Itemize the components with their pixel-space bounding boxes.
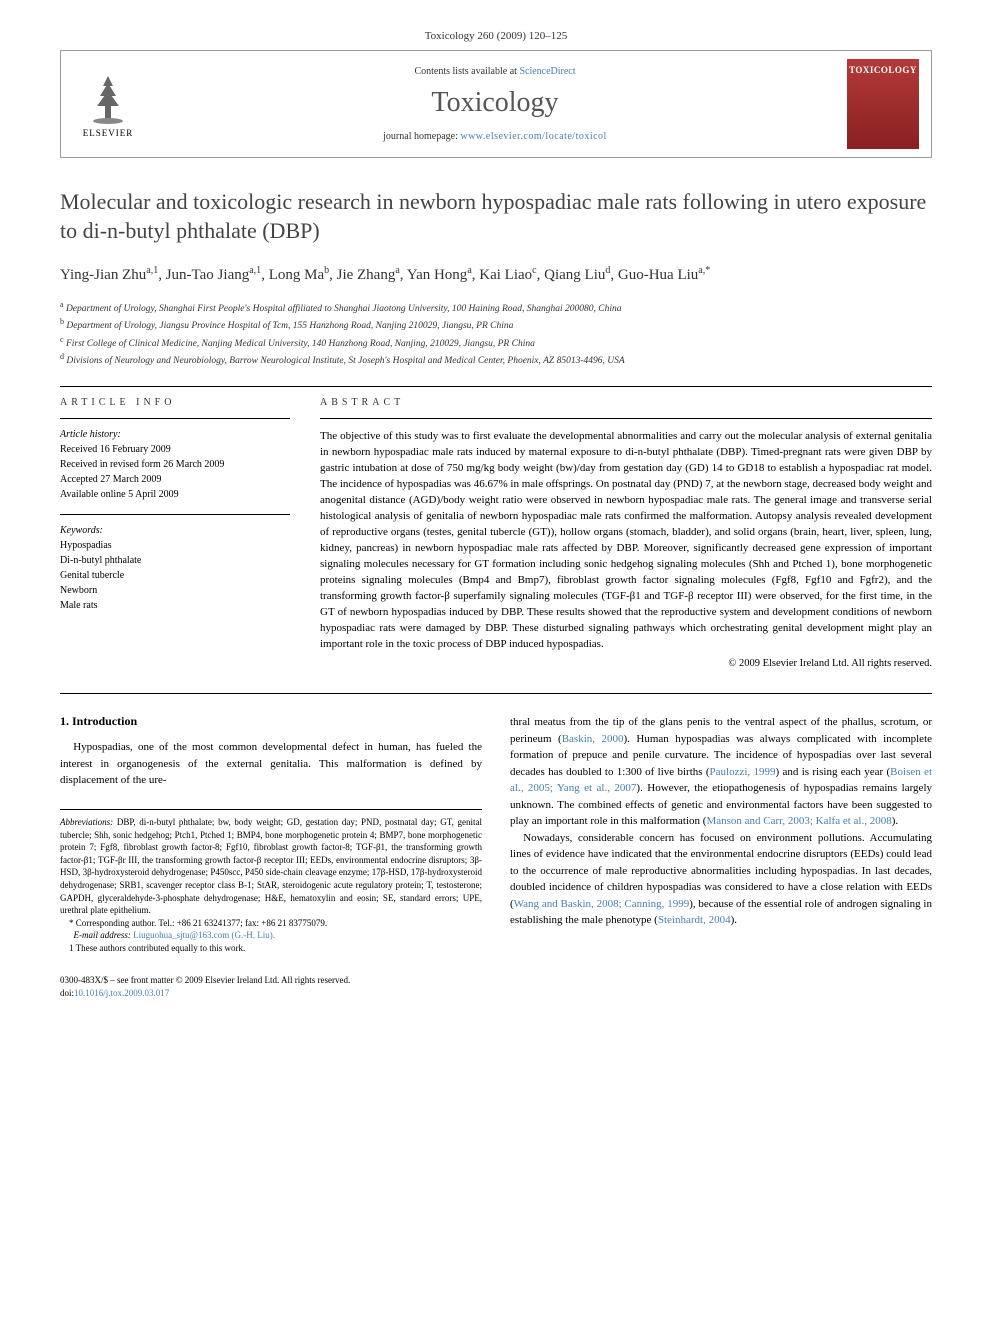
sciencedirect-link[interactable]: ScienceDirect (519, 66, 575, 77)
abbrev-text: DBP, di-n-butyl phthalate; bw, body weig… (60, 817, 482, 915)
equal-contribution: 1 These authors contributed equally to t… (60, 942, 482, 955)
homepage-line: journal homepage: www.elsevier.com/locat… (143, 131, 847, 142)
section-1-heading: 1. Introduction (60, 714, 482, 729)
history-text: Received 16 February 2009Received in rev… (60, 442, 290, 502)
abstract-copyright: © 2009 Elsevier Ireland Ltd. All rights … (320, 658, 932, 669)
doi-pre: doi: (60, 988, 74, 998)
journal-name: Toxicology (143, 87, 847, 119)
keywords-text: HypospadiasDi-n-butyl phthalateGenital t… (60, 538, 290, 613)
right-column: thral meatus from the tip of the glans p… (510, 714, 932, 999)
affiliation-d: d Divisions of Neurology and Neurobiolog… (60, 351, 932, 368)
abstract-text: The objective of this study was to first… (320, 429, 932, 652)
intro-p2-right: Nowadays, considerable concern has focus… (510, 830, 932, 929)
elsevier-label: ELSEVIER (83, 128, 134, 138)
footnote-block: Abbreviations: DBP, di-n-butyl phthalate… (60, 809, 482, 955)
email-link[interactable]: Liuguohua_sjtu@163.com (G.-H. Liu). (131, 930, 275, 940)
homepage-pre: journal homepage: (383, 131, 460, 142)
article-info-heading: article info (60, 397, 290, 408)
front-matter-line: 0300-483X/$ – see front matter © 2009 El… (60, 974, 482, 987)
divider-bottom (60, 693, 932, 694)
body-columns: 1. Introduction Hypospadias, one of the … (60, 714, 932, 999)
left-column: 1. Introduction Hypospadias, one of the … (60, 714, 482, 999)
journal-header-box: ELSEVIER Contents lists available at Sci… (60, 50, 932, 158)
contents-available-line: Contents lists available at ScienceDirec… (143, 66, 847, 77)
abstract-heading: abstract (320, 397, 932, 408)
divider-top (60, 386, 932, 387)
affiliation-a: a Department of Urology, Shanghai First … (60, 299, 932, 316)
header-center: Contents lists available at ScienceDirec… (143, 66, 847, 142)
homepage-link[interactable]: www.elsevier.com/locate/toxicol (460, 131, 606, 142)
intro-p1-right: thral meatus from the tip of the glans p… (510, 714, 932, 830)
footer-block: 0300-483X/$ – see front matter © 2009 El… (60, 974, 482, 999)
citation-header: Toxicology 260 (2009) 120–125 (60, 30, 932, 42)
journal-cover-thumb: TOXICOLOGY (847, 59, 919, 149)
authors-list: Ying-Jian Zhua,1, Jun-Tao Jianga,1, Long… (60, 263, 932, 287)
email-label: E-mail address: (74, 930, 131, 940)
abstract-col: abstract The objective of this study was… (320, 397, 932, 669)
affiliation-b: b Department of Urology, Jiangsu Provinc… (60, 316, 932, 333)
contents-pre: Contents lists available at (414, 66, 519, 77)
affiliation-c: c First College of Clinical Medicine, Na… (60, 334, 932, 351)
info-divider-2 (60, 514, 290, 515)
keywords-label: Keywords: (60, 525, 290, 536)
elsevier-logo: ELSEVIER (73, 64, 143, 144)
intro-p1-left: Hypospadias, one of the most common deve… (60, 739, 482, 789)
abbrev-label: Abbreviations: (60, 817, 113, 827)
history-label: Article history: (60, 429, 290, 440)
corresponding-author: * Corresponding author. Tel.: +86 21 632… (60, 917, 482, 930)
doi-link[interactable]: 10.1016/j.tox.2009.03.017 (74, 988, 169, 998)
elsevier-tree-icon (83, 71, 133, 126)
info-abstract-row: article info Article history: Received 1… (60, 397, 932, 669)
abstract-divider (320, 418, 932, 419)
article-info-col: article info Article history: Received 1… (60, 397, 290, 669)
article-title: Molecular and toxicologic research in ne… (60, 188, 932, 245)
info-divider-1 (60, 418, 290, 419)
affiliations: a Department of Urology, Shanghai First … (60, 299, 932, 369)
